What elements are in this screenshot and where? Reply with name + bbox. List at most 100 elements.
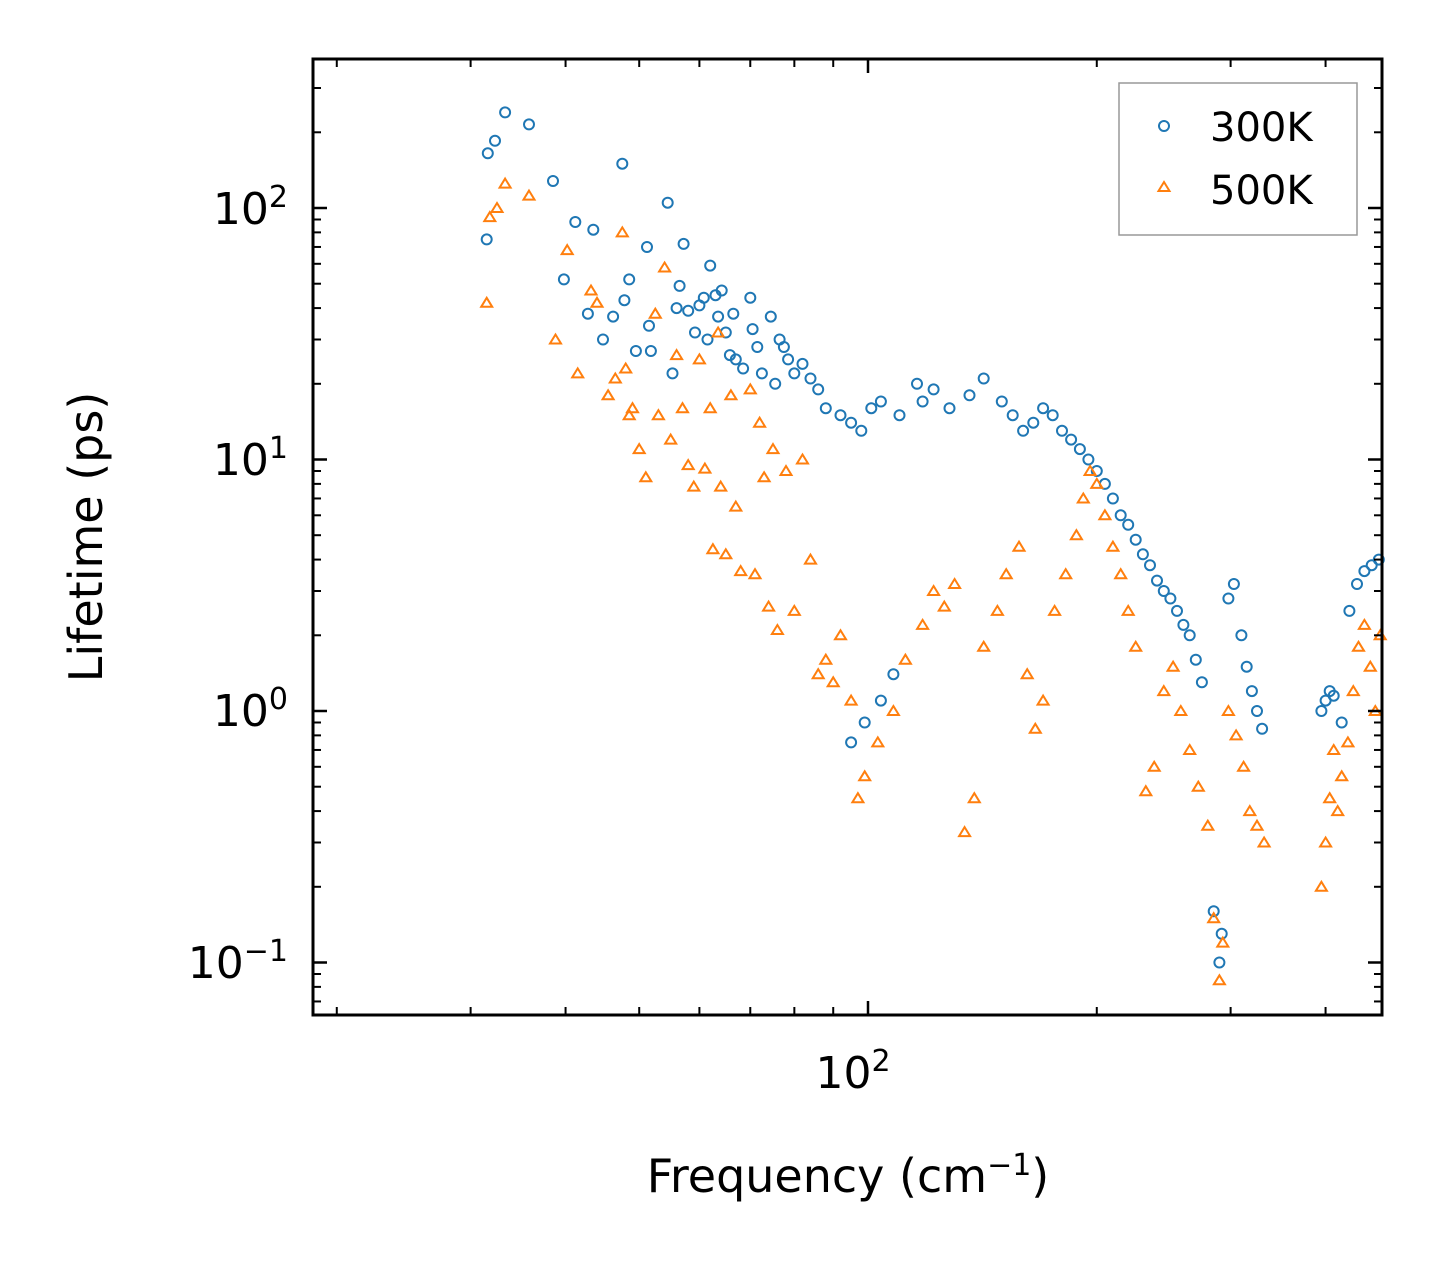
- data-point-500k: [728, 499, 744, 512]
- data-point-500k: [697, 461, 713, 474]
- data-point-300k: [689, 326, 701, 339]
- data-point-500k: [1076, 491, 1091, 504]
- data-point-500k: [1182, 743, 1197, 755]
- data-point-500k: [657, 260, 672, 273]
- legend-label-500k: 500K: [1210, 168, 1314, 214]
- y-axis-label: Lifetime (ps): [59, 392, 113, 683]
- data-point-500k: [761, 599, 776, 612]
- data-point-300k: [677, 237, 690, 250]
- y-tick-label-100: 102: [213, 180, 288, 236]
- data-point-300k: [845, 416, 858, 429]
- data-point-500k: [1322, 791, 1337, 804]
- data-point-500k: [710, 325, 726, 338]
- data-point-500k: [886, 704, 901, 716]
- data-point-300k: [744, 291, 757, 304]
- data-point-300k: [701, 333, 714, 346]
- data-point-500k: [803, 552, 818, 565]
- data-point-300k: [618, 294, 631, 307]
- data-point-300k: [1240, 660, 1253, 673]
- data-point-300k: [1227, 578, 1240, 590]
- plot-frame: [311, 57, 1384, 1017]
- data-point-300k: [777, 341, 790, 353]
- data-point-300k: [1207, 905, 1220, 918]
- data-point-500k: [1138, 784, 1154, 797]
- data-point-500k: [1082, 464, 1098, 476]
- data-point-300k: [1251, 705, 1263, 717]
- data-point-300k: [607, 310, 620, 323]
- data-point-500k: [663, 432, 678, 445]
- data-point-500k: [1357, 617, 1372, 630]
- data-point-500k: [692, 352, 707, 365]
- data-point-300k: [887, 668, 900, 681]
- legend-marker-500k: [1156, 180, 1172, 192]
- series-500k: [479, 176, 1388, 986]
- data-point-500k: [686, 479, 702, 492]
- data-point-300k: [995, 395, 1008, 408]
- data-point-300k: [670, 302, 683, 315]
- data-point-300k: [1335, 716, 1348, 729]
- data-point-500k: [825, 675, 841, 688]
- data-point-500k: [1326, 743, 1341, 755]
- legend-box: [1118, 82, 1358, 236]
- data-point-300k: [480, 233, 493, 246]
- data-point-300k: [661, 196, 674, 209]
- data-point-500k: [497, 176, 513, 189]
- data-point-500k: [998, 567, 1014, 580]
- data-point-300k: [729, 353, 742, 366]
- data-point-500k: [621, 408, 637, 421]
- data-point-300k: [737, 362, 750, 375]
- data-point-500k: [1165, 659, 1181, 672]
- data-point-300k: [927, 383, 940, 396]
- data-point-300k: [858, 716, 871, 729]
- data-point-500k: [479, 295, 494, 308]
- data-point-300k: [874, 395, 887, 408]
- data-point-300k: [1073, 443, 1086, 456]
- data-point-500k: [583, 283, 599, 296]
- legend: 300K 500K: [1118, 82, 1358, 236]
- data-point-300k: [1256, 722, 1269, 735]
- data-point-300k: [712, 310, 725, 323]
- data-point-500k: [625, 401, 640, 414]
- data-point-500k: [765, 442, 781, 455]
- y-tick-label-10: 101: [213, 431, 288, 487]
- data-point-300k: [1136, 548, 1149, 561]
- data-point-300k: [1372, 553, 1385, 566]
- data-point-500k: [747, 567, 763, 580]
- x-tick-label-100: 102: [815, 1044, 890, 1100]
- data-point-500k: [937, 599, 952, 612]
- data-point-500k: [1206, 911, 1221, 924]
- x-axis-label: Frequency (cm−1): [647, 1148, 1050, 1204]
- data-point-500k: [570, 366, 585, 379]
- data-point-300k: [893, 409, 906, 422]
- data-point-500k: [1249, 818, 1265, 831]
- data-point-300k: [1343, 604, 1356, 617]
- data-point-500k: [615, 225, 630, 238]
- data-point-500k: [1011, 539, 1027, 552]
- data-point-300k: [499, 106, 512, 119]
- data-point-300k: [796, 357, 809, 370]
- data-point-500k: [1019, 667, 1035, 680]
- data-point-500k: [1035, 693, 1051, 706]
- data-point-300k: [489, 134, 501, 147]
- data-point-500k: [947, 577, 962, 589]
- data-point-300k: [1245, 685, 1258, 698]
- data-points: [479, 106, 1388, 986]
- legend-label-300k: 300K: [1210, 105, 1314, 151]
- data-point-500k: [718, 547, 734, 560]
- data-point-500k: [1069, 528, 1084, 541]
- data-point-500k: [1200, 818, 1216, 831]
- data-point-300k: [746, 323, 759, 336]
- data-point-300k: [682, 304, 695, 317]
- data-point-300k: [788, 367, 801, 380]
- data-point-500k: [915, 617, 930, 630]
- data-point-300k: [751, 341, 764, 353]
- data-point-500k: [1330, 804, 1345, 817]
- data-point-300k: [704, 259, 717, 272]
- data-point-300k: [1327, 689, 1340, 702]
- data-point-300k: [697, 291, 710, 304]
- data-point-300k: [963, 389, 976, 402]
- data-point-500k: [1340, 735, 1356, 748]
- data-point-300k: [1171, 604, 1183, 617]
- data-point-300k: [819, 402, 832, 415]
- data-point-300k: [834, 409, 847, 422]
